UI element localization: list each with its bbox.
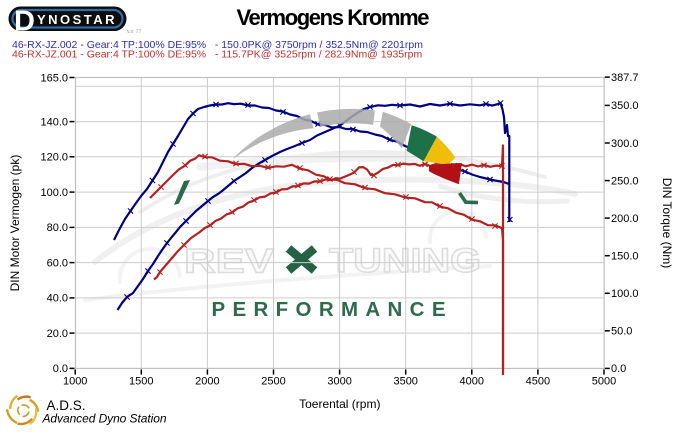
svg-text:200.0: 200.0: [611, 213, 639, 225]
svg-text:80.0: 80.0: [47, 222, 68, 234]
svg-text:4000: 4000: [460, 376, 484, 388]
svg-text:100.0: 100.0: [611, 288, 639, 300]
svg-text:DIN Torque (Nm): DIN Torque (Nm): [660, 178, 674, 268]
svg-text:1500: 1500: [129, 376, 153, 388]
svg-text:1000: 1000: [63, 376, 87, 388]
svg-text:250.0: 250.0: [611, 175, 639, 187]
svg-text:60.0: 60.0: [47, 257, 68, 269]
svg-text:150.0: 150.0: [611, 251, 639, 263]
svg-text:100.0: 100.0: [40, 187, 68, 199]
svg-text:387.7: 387.7: [611, 72, 639, 84]
svg-text:DIN Motor Vermogen (pk): DIN Motor Vermogen (pk): [8, 155, 22, 292]
svg-text:46-RX-JZ.002 - Gear:4 TP:100%: 46-RX-JZ.002 - Gear:4 TP:100% DE:95% - 1…: [12, 39, 423, 51]
svg-text:Vermogens Kromme: Vermogens Kromme: [237, 5, 430, 30]
svg-text:165.0: 165.0: [40, 72, 68, 84]
svg-text:YNOSTAR: YNOSTAR: [37, 12, 116, 27]
svg-text:4500: 4500: [526, 376, 550, 388]
svg-text:Toerental (rpm): Toerental (rpm): [299, 397, 380, 411]
svg-text:5000: 5000: [592, 376, 616, 388]
svg-text:2000: 2000: [195, 376, 219, 388]
svg-text:350.0: 350.0: [611, 100, 639, 112]
svg-text:REV: REV: [184, 243, 274, 281]
svg-text:40.0: 40.0: [47, 293, 68, 305]
svg-text:140.0: 140.0: [40, 116, 68, 128]
svg-text:Advanced Dyno Station: Advanced Dyno Station: [42, 412, 167, 426]
svg-text:D: D: [14, 6, 35, 38]
svg-text:PERFORMANCE: PERFORMANCE: [212, 298, 455, 321]
svg-text:46-RX-JZ.001 - Gear:4 TP:100%: 46-RX-JZ.001 - Gear:4 TP:100% DE:95% - 1…: [12, 49, 422, 61]
svg-text:50.0: 50.0: [611, 326, 632, 338]
svg-text:A.D.S.: A.D.S.: [47, 398, 86, 413]
svg-text:120.0: 120.0: [40, 152, 68, 164]
svg-text:0.0: 0.0: [53, 363, 68, 375]
svg-text:0.0: 0.0: [611, 363, 626, 375]
svg-text:3500: 3500: [393, 376, 417, 388]
svg-text:300.0: 300.0: [611, 138, 639, 150]
svg-text:TUNING: TUNING: [329, 242, 481, 280]
svg-text:v.s: 77: v.s: 77: [127, 29, 142, 35]
svg-text:2500: 2500: [261, 376, 285, 388]
svg-text:20.0: 20.0: [47, 328, 68, 340]
svg-text:3000: 3000: [327, 376, 351, 388]
